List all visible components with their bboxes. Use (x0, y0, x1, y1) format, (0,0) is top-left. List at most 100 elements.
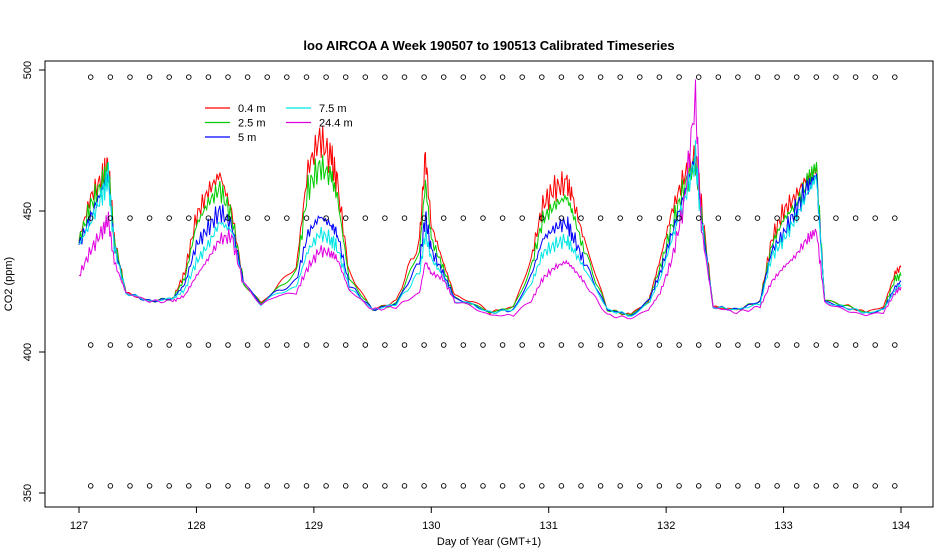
reference-marker (166, 215, 172, 221)
reference-marker (284, 483, 290, 489)
reference-marker (225, 342, 231, 348)
reference-marker (225, 215, 231, 221)
reference-marker (401, 342, 408, 348)
reference-marker (637, 215, 643, 221)
reference-marker (715, 74, 722, 80)
reference-marker (754, 215, 761, 221)
reference-marker (186, 483, 192, 489)
reference-marker (735, 342, 741, 348)
reference-marker (558, 74, 565, 80)
reference-marker (774, 483, 780, 489)
reference-marker (127, 74, 133, 80)
reference-marker (499, 215, 506, 221)
reference-marker (833, 483, 839, 489)
reference-marker (754, 342, 761, 348)
y-tick-label: 350 (22, 484, 34, 502)
reference-marker (382, 483, 388, 489)
legend-label: 5 m (238, 132, 256, 144)
reference-marker (244, 215, 251, 221)
reference-marker (440, 74, 447, 80)
reference-marker (852, 342, 859, 348)
reference-marker (166, 74, 172, 80)
reference-marker (597, 215, 604, 221)
series-line-0-4-m (78, 126, 902, 316)
reference-marker (519, 483, 525, 489)
reference-marker (323, 74, 329, 80)
reference-marker (892, 483, 898, 489)
x-tick-label: 127 (70, 520, 88, 532)
reference-marker (146, 74, 153, 80)
reference-marker (499, 342, 506, 348)
reference-marker (695, 74, 702, 80)
reference-marker (833, 342, 839, 348)
reference-marker (499, 483, 506, 489)
reference-marker (872, 483, 878, 489)
reference-marker (127, 342, 133, 348)
reference-marker (362, 483, 369, 489)
reference-marker (460, 342, 467, 348)
reference-marker (264, 74, 270, 80)
reference-marker (793, 342, 800, 348)
reference-marker (284, 342, 290, 348)
reference-marker (460, 483, 467, 489)
legend-label: 0.4 m (238, 103, 266, 115)
reference-marker (833, 74, 839, 80)
reference-marker (578, 74, 584, 80)
x-tick-label: 132 (657, 520, 675, 532)
reference-marker (107, 74, 114, 80)
reference-marker (676, 483, 682, 489)
reference-marker (637, 74, 643, 80)
reference-marker (107, 215, 114, 221)
reference-marker (715, 215, 722, 221)
reference-marker (107, 483, 114, 489)
x-axis-label: Day of Year (GMT+1) (437, 536, 541, 548)
reference-marker (303, 215, 310, 221)
series-line-2-5-m (78, 154, 902, 316)
reference-marker (637, 342, 643, 348)
series-line-5-m (78, 149, 902, 317)
reference-marker (617, 74, 623, 80)
reference-marker (401, 483, 408, 489)
reference-marker (656, 342, 663, 348)
reference-marker (754, 74, 761, 80)
plot-frame (44, 60, 934, 508)
reference-marker (186, 74, 192, 80)
reference-marker (480, 215, 486, 221)
y-axis-label: CO2 (ppm) (3, 257, 15, 311)
reference-marker (617, 342, 623, 348)
reference-marker (872, 342, 878, 348)
reference-marker (107, 342, 114, 348)
reference-marker (539, 215, 545, 221)
reference-marker (323, 342, 329, 348)
reference-marker (578, 483, 584, 489)
y-axis: 350 400 450 500 (22, 61, 45, 502)
reference-marker (813, 74, 820, 80)
y-tick-label: 500 (22, 61, 34, 79)
reference-marker (166, 483, 172, 489)
reference-marker (735, 74, 741, 80)
reference-marker (539, 483, 545, 489)
reference-marker (264, 483, 270, 489)
reference-marker (303, 483, 310, 489)
reference-marker (617, 215, 623, 221)
reference-marker (578, 342, 584, 348)
reference-marker (146, 483, 153, 489)
reference-marker (205, 215, 212, 221)
reference-marker (872, 215, 878, 221)
reference-marker (382, 74, 388, 80)
reference-marker (774, 342, 780, 348)
reference-marker (244, 74, 251, 80)
reference-marker (284, 74, 290, 80)
x-tick-label: 134 (892, 520, 910, 532)
reference-marker (186, 342, 192, 348)
reference-marker (440, 483, 447, 489)
reference-marker (127, 483, 133, 489)
reference-marker (382, 215, 388, 221)
reference-marker (401, 74, 408, 80)
reference-marker (225, 74, 231, 80)
reference-marker (852, 74, 859, 80)
reference-marker (362, 74, 369, 80)
reference-marker (480, 483, 486, 489)
reference-marker (205, 342, 212, 348)
reference-marker (558, 342, 565, 348)
